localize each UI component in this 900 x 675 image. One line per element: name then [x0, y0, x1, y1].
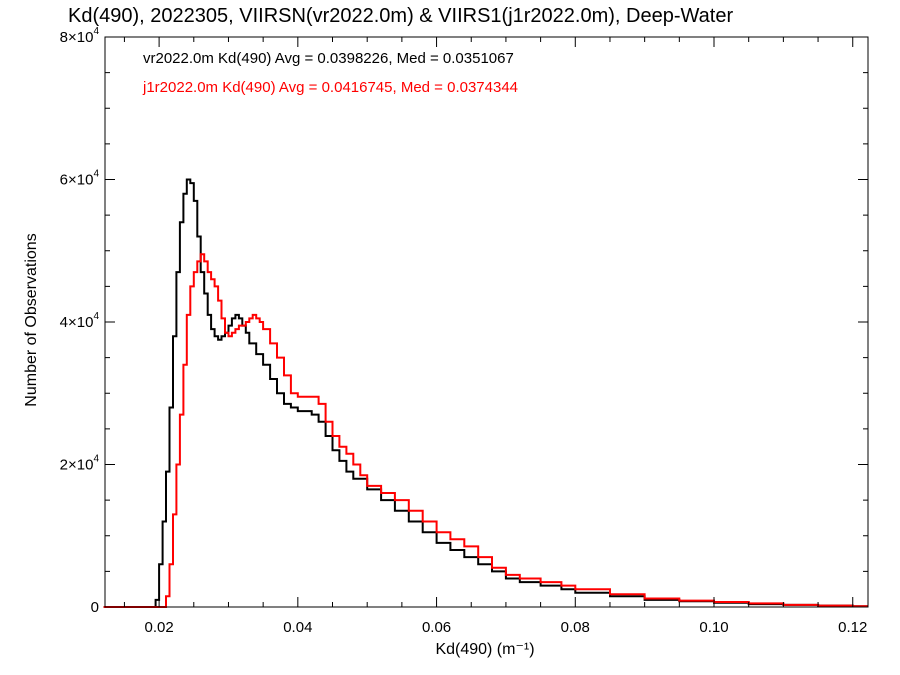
y-tick-label: 6×104 [60, 169, 100, 189]
x-tick-label: 0.06 [422, 619, 451, 636]
series-line-1 [103, 178, 868, 608]
plot-area [103, 178, 868, 608]
y-axis: 0 2×104 4×104 6×104 8×104 [60, 26, 868, 616]
y-tick-label: 2×104 [60, 454, 100, 474]
series-line-2 [103, 253, 868, 608]
x-axis: 0.02 0.04 0.06 0.08 0.10 0.12 [123, 37, 867, 636]
plot-frame [104, 36, 869, 608]
x-tick-label: 0.12 [838, 619, 867, 636]
y-tick-label: 0 [91, 599, 99, 616]
x-tick-label: 0.04 [283, 619, 312, 636]
x-tick-label: 0.08 [561, 619, 590, 636]
annotation-vr2022: vr2022.0m Kd(490) Avg = 0.0398226, Med =… [143, 50, 514, 67]
annotation-j1r2022: j1r2022.0m Kd(490) Avg = 0.0416745, Med … [142, 79, 518, 96]
y-tick-label: 8×104 [60, 26, 100, 46]
x-tick-label: 0.02 [145, 619, 174, 636]
y-tick-label: 4×104 [60, 311, 100, 331]
x-tick-label: 0.10 [699, 619, 728, 636]
chart-title: Kd(490), 2022305, VIIRSN(vr2022.0m) & VI… [68, 5, 733, 27]
x-axis-label: Kd(490) (m⁻¹) [435, 641, 534, 658]
y-axis-label: Number of Observations [23, 233, 40, 406]
